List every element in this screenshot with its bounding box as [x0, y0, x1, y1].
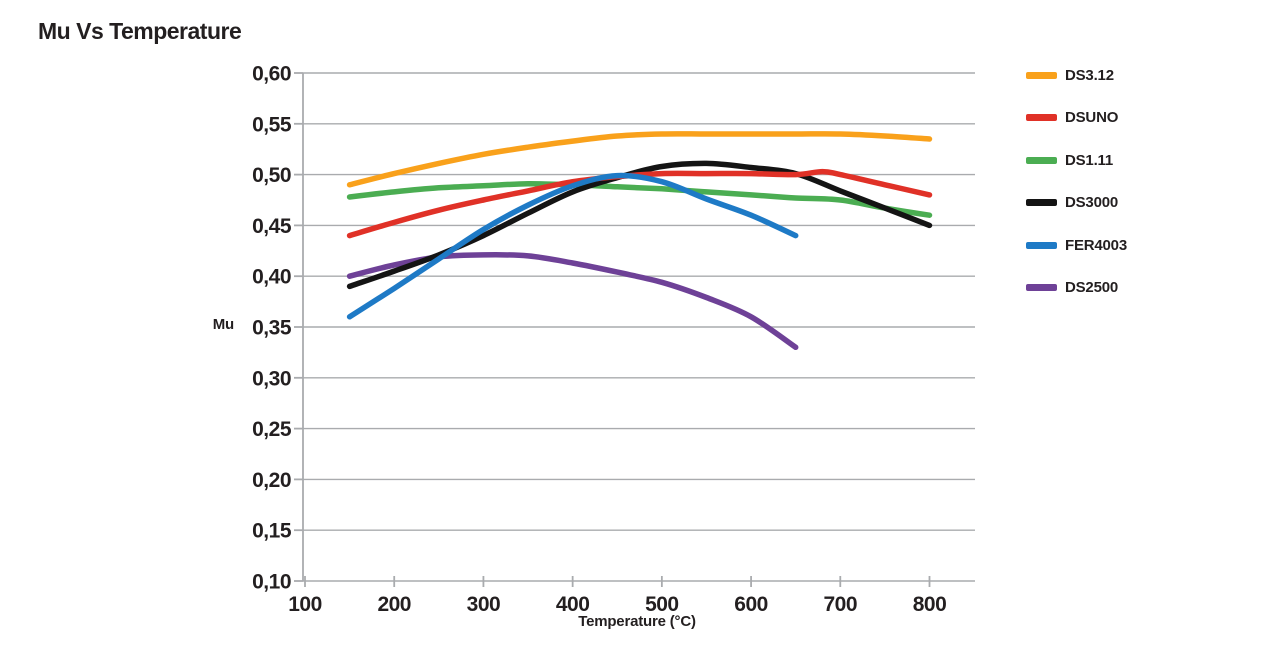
- legend-swatch-DS3.12: [1026, 71, 1057, 79]
- x-tick-label: 600: [734, 593, 768, 616]
- x-tick-label: 500: [645, 593, 679, 616]
- series-line-DS2500: [346, 252, 799, 351]
- series-line-FER4003: [346, 172, 799, 320]
- y-tick-label: 0,15: [252, 520, 292, 543]
- x-tick-label: 400: [556, 593, 590, 616]
- x-tick-label: 200: [377, 593, 411, 616]
- legend-swatch-DS2500: [1026, 284, 1057, 291]
- legend-item-DS3000: DS3000: [1026, 194, 1119, 211]
- y-axis-title: Mu: [212, 316, 234, 333]
- series-line-DS3.12: [346, 131, 933, 188]
- y-tick-label: 0,55: [252, 113, 292, 136]
- legend-label-DS2500: DS2500: [1065, 279, 1119, 296]
- y-tick-label: 0,25: [252, 418, 292, 441]
- legend: DS3.12 DSUNO DS1.11 DS3000 FER4003 DS2500: [1026, 0, 1256, 663]
- y-tick-label: 0,35: [252, 317, 292, 340]
- legend-swatch-DSUNO: [1026, 114, 1057, 121]
- y-tick-label: 0,60: [252, 63, 291, 86]
- axes: [294, 72, 931, 587]
- legend-item-DS3.12: DS3.12: [1026, 66, 1114, 84]
- legend-item-DSUNO: DSUNO: [1026, 109, 1119, 126]
- y-tick-label: 0,45: [252, 215, 292, 238]
- series-lines: [346, 131, 933, 351]
- chart-title: Mu Vs Temperature: [38, 18, 242, 44]
- legend-label-DS3.12: DS3.12: [1065, 66, 1114, 84]
- legend-swatch-FER4003: [1026, 241, 1057, 249]
- x-tick-label: 700: [824, 593, 858, 616]
- y-tick-label: 0,40: [252, 266, 291, 289]
- series-line-DS1.11: [346, 180, 933, 218]
- legend-item-DS2500: DS2500: [1026, 279, 1119, 296]
- x-tick-label: 100: [288, 593, 322, 616]
- legend-label-DS3000: DS3000: [1065, 194, 1119, 211]
- legend-label-DSUNO: DSUNO: [1065, 109, 1119, 126]
- gridlines: [303, 72, 975, 582]
- series-line-DSUNO: [346, 168, 933, 239]
- y-tick-label: 0,50: [252, 164, 291, 187]
- x-tick-label: 300: [467, 593, 501, 616]
- legend-label-FER4003: FER4003: [1065, 236, 1127, 254]
- legend-swatch-DS1.11: [1026, 156, 1057, 164]
- x-axis-title: Temperature (°C): [578, 613, 696, 630]
- y-tick-label: 0,10: [252, 571, 291, 594]
- legend-swatch-DS3000: [1026, 199, 1057, 206]
- x-tick-label: 800: [913, 593, 947, 616]
- legend-item-FER4003: FER4003: [1026, 236, 1127, 254]
- tick-labels: 0,60 0,55 0,50 0,45 0,40 0,35 0,30 0,25 0,20 0,15…: [252, 63, 947, 617]
- legend-item-DS1.11: DS1.11: [1026, 151, 1114, 169]
- legend-label-DS1.11: DS1.11: [1065, 151, 1114, 169]
- y-tick-label: 0,30: [252, 367, 291, 390]
- y-tick-label: 0,20: [252, 469, 291, 492]
